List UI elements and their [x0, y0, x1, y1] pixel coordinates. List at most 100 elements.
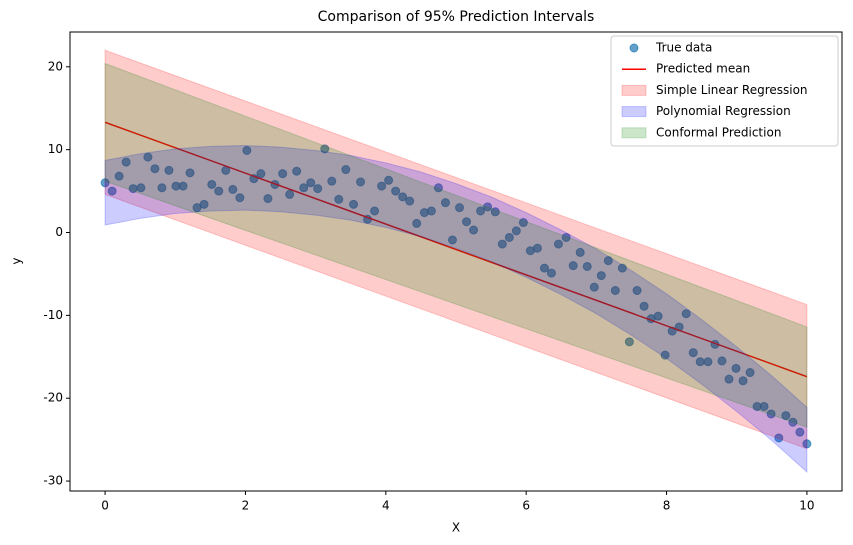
data-point: [660, 350, 670, 360]
data-point: [462, 217, 472, 227]
data-point: [150, 164, 160, 174]
data-point: [738, 376, 748, 386]
y-tick-label: -10: [43, 308, 63, 322]
interval-band: [104, 145, 808, 474]
data-point: [455, 203, 465, 213]
data-point: [199, 199, 209, 209]
data-point: [639, 301, 649, 311]
data-point: [781, 411, 791, 421]
data-point: [121, 157, 131, 167]
data-point: [497, 239, 507, 249]
data-point: [370, 206, 380, 216]
data-point: [476, 206, 486, 216]
data-point: [653, 311, 663, 321]
mean-line: [104, 121, 808, 378]
x-tick-label: 4: [382, 499, 390, 513]
x-tick-label: 6: [522, 499, 530, 513]
legend-label: Predicted mean: [656, 62, 750, 76]
data-point: [306, 178, 316, 188]
data-point: [774, 433, 784, 443]
data-point: [278, 169, 288, 179]
data-point: [263, 194, 273, 204]
data-point: [539, 263, 549, 273]
data-point: [788, 417, 798, 427]
data-point: [114, 171, 124, 181]
x-tick-label: 2: [242, 499, 250, 513]
data-point: [384, 175, 394, 185]
legend-label: True data: [655, 41, 712, 55]
data-point: [391, 186, 401, 196]
x-axis-label: X: [452, 521, 460, 535]
axes-frame: [69, 31, 843, 492]
data-point: [228, 184, 238, 194]
data-point: [745, 368, 755, 378]
data-point: [242, 145, 252, 155]
legend-label: Polynomial Regression: [656, 104, 791, 118]
data-point: [412, 218, 422, 228]
y-tick-label: 0: [55, 225, 63, 239]
data-point: [292, 166, 302, 176]
data-point: [433, 183, 443, 193]
y-axis-label: y: [10, 257, 24, 264]
data-point: [582, 261, 592, 271]
data-point: [766, 409, 776, 419]
data-point: [802, 439, 812, 449]
data-point: [447, 235, 457, 245]
data-point: [532, 243, 542, 253]
data-point: [553, 239, 563, 249]
data-point: [603, 256, 613, 266]
data-point: [185, 168, 195, 178]
legend-marker: [621, 84, 647, 96]
data-point: [405, 196, 415, 206]
interval-band: [104, 62, 808, 428]
legend-marker: [621, 106, 647, 118]
chart-title: Comparison of 95% Prediction Intervals: [318, 9, 595, 25]
data-point: [214, 186, 224, 196]
data-point: [490, 207, 500, 217]
data-point: [518, 218, 528, 228]
data-point: [398, 192, 408, 202]
data-point: [546, 268, 556, 278]
data-point: [561, 232, 571, 242]
data-point: [759, 401, 769, 411]
data-point: [568, 261, 578, 271]
data-point: [504, 232, 514, 242]
data-point: [681, 309, 691, 319]
data-point: [327, 176, 337, 186]
data-point: [610, 285, 620, 295]
data-point: [256, 169, 266, 179]
data-point: [617, 263, 627, 273]
data-point: [107, 186, 117, 196]
data-point: [356, 177, 366, 187]
y-tick-label: 20: [48, 59, 63, 73]
interval-band: [104, 49, 808, 450]
data-point: [703, 357, 713, 367]
x-tick-label: 8: [663, 499, 671, 513]
data-point: [688, 348, 698, 358]
data-point: [341, 165, 351, 175]
data-point: [235, 193, 245, 203]
legend-box: [610, 35, 839, 147]
data-point: [349, 199, 359, 209]
legend-label: Simple Linear Regression: [656, 83, 808, 97]
data-point: [207, 179, 217, 189]
data-point: [143, 152, 153, 162]
data-point: [717, 356, 727, 366]
data-point: [164, 165, 174, 175]
x-tick-label: 10: [799, 499, 814, 513]
data-point: [483, 202, 493, 212]
legend: True data Predicted mean Simple Linear Reg…: [610, 35, 839, 147]
y-tick-label: 10: [48, 142, 63, 156]
y-tick-label: -20: [43, 391, 63, 405]
legend-marker: [621, 127, 647, 139]
data-point: [731, 363, 741, 373]
data-point: [575, 247, 585, 257]
data-point: [426, 206, 436, 216]
data-point: [157, 183, 167, 193]
data-point: [632, 285, 642, 295]
data-point: [596, 271, 606, 281]
data-point: [469, 225, 479, 235]
plot-area: [100, 49, 812, 474]
data-point: [100, 178, 110, 188]
